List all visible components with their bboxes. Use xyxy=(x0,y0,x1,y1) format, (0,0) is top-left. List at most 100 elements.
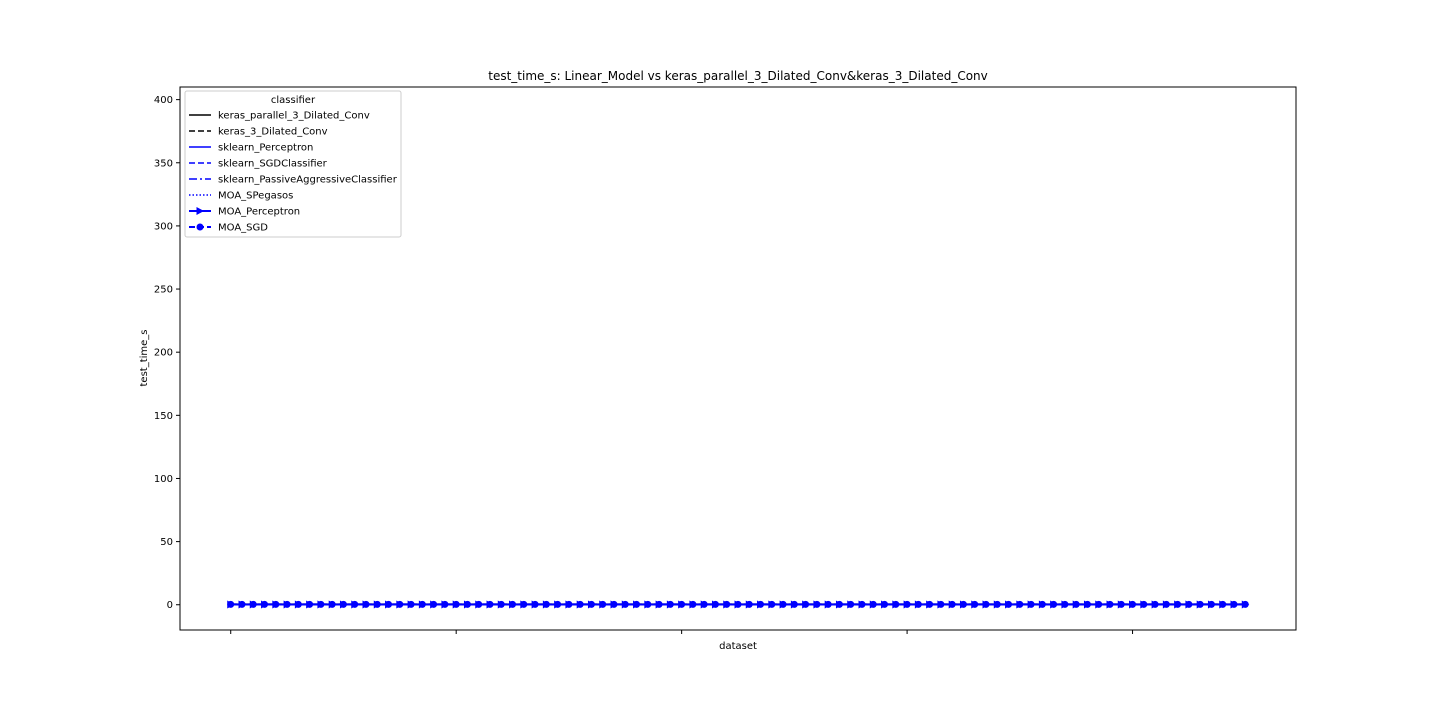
series-point xyxy=(351,600,359,608)
series-point xyxy=(689,600,697,608)
legend-label: sklearn_SGDClassifier xyxy=(218,159,328,170)
series-point xyxy=(1027,600,1035,608)
series-point xyxy=(959,600,967,608)
series-point xyxy=(723,600,731,608)
series-point xyxy=(1050,600,1058,608)
series-point xyxy=(509,600,517,608)
legend: classifier keras_parallel_3_Dilated_Conv… xyxy=(184,90,402,238)
legend-item: sklearn_Perceptron xyxy=(189,143,313,154)
series-point xyxy=(1140,600,1148,608)
series-point xyxy=(835,600,843,608)
series-point xyxy=(396,600,404,608)
series-point xyxy=(1219,600,1227,608)
y-tick-label: 350 xyxy=(154,158,173,169)
y-tick-label: 400 xyxy=(154,95,173,106)
series-point xyxy=(1038,600,1046,608)
series-point xyxy=(903,600,911,608)
series-point xyxy=(858,600,866,608)
series-point xyxy=(757,600,765,608)
series-point xyxy=(306,600,314,608)
series-point xyxy=(1061,600,1069,608)
legend-marker xyxy=(196,207,204,215)
series-point xyxy=(554,600,562,608)
series-point xyxy=(294,600,302,608)
series-point xyxy=(633,600,641,608)
series-point xyxy=(993,600,1001,608)
legend-label: MOA_SPegasos xyxy=(218,191,293,202)
series-point xyxy=(982,600,990,608)
series-point xyxy=(385,600,393,608)
y-axis-label: test_time_s xyxy=(139,329,150,386)
series-point xyxy=(1174,600,1182,608)
series-point xyxy=(565,600,573,608)
series-point xyxy=(542,600,550,608)
series-point xyxy=(869,600,877,608)
series-point xyxy=(430,600,438,608)
y-tick-label: 250 xyxy=(154,285,173,296)
series-point xyxy=(790,600,798,608)
y-tick-label: 150 xyxy=(154,411,173,422)
y-axis: 0 50 100 150 200 250 300 350 400 xyxy=(154,95,180,611)
series-point xyxy=(802,600,810,608)
x-axis-label: dataset xyxy=(719,641,757,652)
series-point xyxy=(418,600,426,608)
series-point xyxy=(610,600,618,608)
series-point xyxy=(1095,600,1103,608)
legend-box xyxy=(184,90,402,238)
series-point xyxy=(238,600,246,608)
legend-item: MOA_SGD xyxy=(189,223,268,234)
series-point xyxy=(328,600,336,608)
series-point xyxy=(339,600,347,608)
series-point xyxy=(1072,600,1080,608)
series-layer xyxy=(227,600,1250,609)
legend-label: sklearn_Perceptron xyxy=(218,143,313,154)
series-point xyxy=(1106,600,1114,608)
series-point xyxy=(1241,600,1249,608)
series-point xyxy=(937,600,945,608)
legend-label: MOA_SGD xyxy=(218,223,268,234)
series-point xyxy=(1230,600,1238,608)
series-point xyxy=(227,600,235,608)
series-point xyxy=(1129,600,1137,608)
legend-item: sklearn_PassiveAggressiveClassifier xyxy=(189,175,398,186)
series-point xyxy=(666,600,674,608)
series-point xyxy=(745,600,753,608)
series-point xyxy=(486,600,494,608)
series-point xyxy=(272,600,280,608)
series-point xyxy=(1005,600,1013,608)
y-tick-label: 200 xyxy=(154,348,173,359)
y-tick-label: 300 xyxy=(154,221,173,232)
series-point xyxy=(1185,600,1193,608)
series-point xyxy=(407,600,415,608)
legend-label: MOA_Perceptron xyxy=(218,207,300,218)
series-point xyxy=(452,600,460,608)
series-point xyxy=(824,600,832,608)
series-point xyxy=(599,600,607,608)
plot-frame xyxy=(179,86,1297,631)
series-point xyxy=(531,600,539,608)
series-point xyxy=(644,600,652,608)
series-point xyxy=(768,600,776,608)
legend-label: keras_3_Dilated_Conv xyxy=(218,127,328,138)
y-tick-label: 50 xyxy=(160,537,173,548)
series-point xyxy=(881,600,889,608)
legend-item: keras_3_Dilated_Conv xyxy=(189,127,328,138)
series-point xyxy=(655,600,663,608)
series-point xyxy=(1016,600,1024,608)
series-point xyxy=(813,600,821,608)
series-point xyxy=(1162,600,1170,608)
series-point xyxy=(463,600,471,608)
legend-item: keras_parallel_3_Dilated_Conv xyxy=(189,111,370,122)
series-point xyxy=(373,600,381,608)
series-point xyxy=(779,600,787,608)
legend-item: MOA_SPegasos xyxy=(189,191,293,202)
series-MOA_SGD xyxy=(227,600,1249,608)
legend-title: classifier xyxy=(271,95,316,106)
series-point xyxy=(948,600,956,608)
series-point xyxy=(1196,600,1204,608)
x-axis xyxy=(230,630,1134,634)
series-point xyxy=(317,600,325,608)
series-point xyxy=(475,600,483,608)
series-point xyxy=(249,600,257,608)
series-point xyxy=(497,600,505,608)
